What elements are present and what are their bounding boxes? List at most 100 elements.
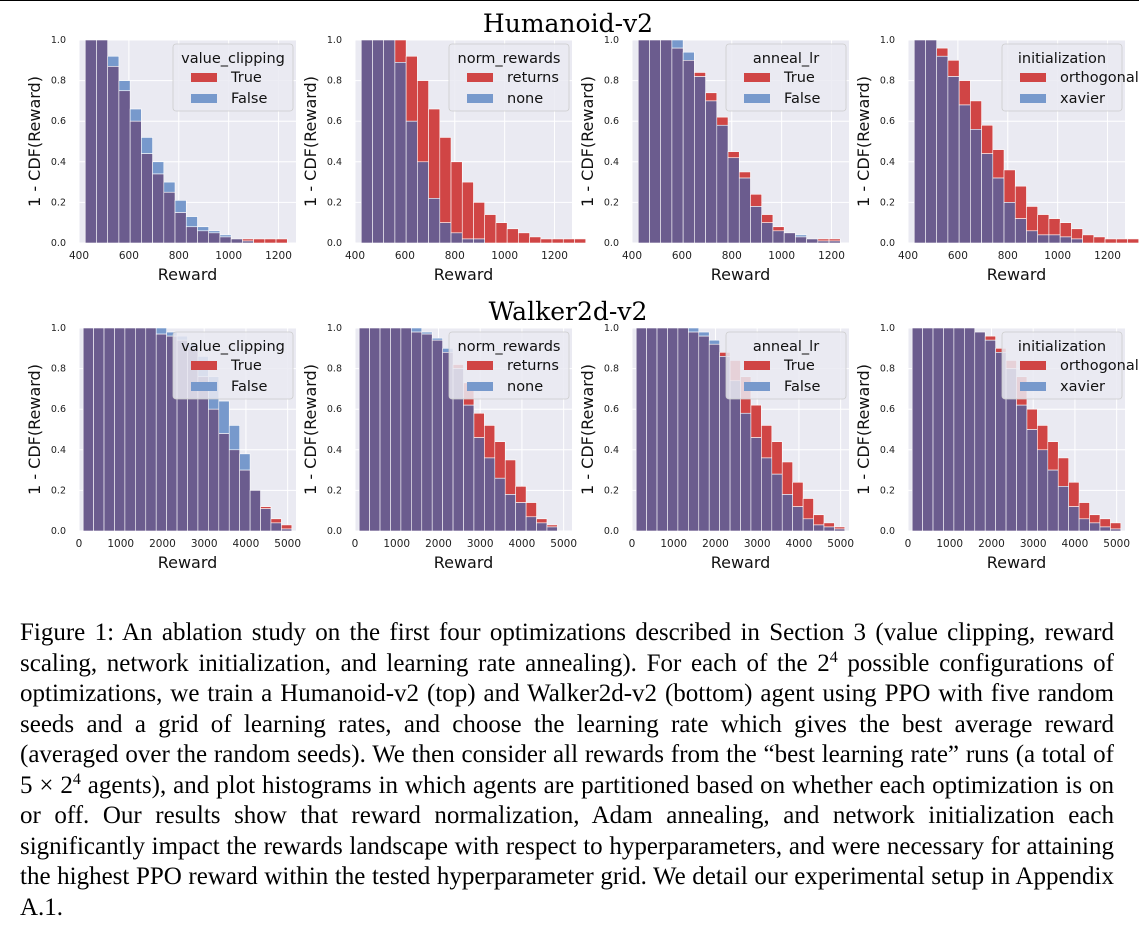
- bar-overlap: [738, 177, 751, 244]
- bar-False-only: [197, 226, 210, 232]
- legend-label-returns: returns: [507, 358, 559, 374]
- bar-orthogonal-only: [992, 149, 1005, 179]
- bar-orthogonal-only: [1037, 214, 1050, 236]
- bar-overlap: [135, 327, 147, 532]
- y-tick-label: 1.0: [604, 323, 619, 334]
- x-tick-label: 4000: [233, 538, 260, 550]
- x-tick-label: 600: [119, 250, 139, 262]
- bar-True-only: [260, 506, 272, 509]
- x-tick-label: 1000: [215, 250, 242, 262]
- subplot-grid: 400 600 800 1000 1200 0.0 0.2 0.4 0.6 0.8 1.0 Rewar…: [25, 35, 1139, 572]
- legend-label-none: none: [507, 379, 543, 395]
- bar-False-only: [239, 453, 251, 471]
- x-tick-label: 1200: [265, 250, 292, 262]
- bar-orthogonal-only: [1026, 206, 1039, 232]
- legend-title: anneal_lr: [753, 339, 819, 355]
- bar-overlap: [96, 39, 108, 244]
- bar-overlap: [163, 191, 176, 244]
- y-axis-label: 1 - CDF(Reward): [578, 76, 597, 207]
- bar-True-only: [242, 238, 254, 242]
- y-tick-label: 1.0: [51, 35, 66, 46]
- legend-swatch-none: [467, 94, 493, 103]
- bar-returns-only: [473, 412, 485, 438]
- bar-overlap: [698, 335, 710, 532]
- bar-overlap: [795, 236, 807, 244]
- bar-orthogonal-only: [1057, 457, 1069, 487]
- bar-overlap: [729, 380, 741, 532]
- bar-overlap: [1048, 234, 1061, 244]
- y-tick-label: 0.4: [604, 445, 619, 456]
- y-tick-label: 0.6: [51, 116, 66, 127]
- bar-returns-only: [494, 441, 506, 479]
- y-tick-label: 0.4: [51, 157, 66, 168]
- y-tick-label: 0.2: [604, 197, 619, 208]
- legend-label-xavier: xavier: [1060, 91, 1105, 107]
- bar-overlap: [417, 161, 429, 244]
- bar-overlap: [716, 124, 729, 244]
- bar-none-only: [411, 327, 423, 333]
- bar-orthogonal-only: [1068, 481, 1080, 507]
- bar-overlap: [230, 238, 243, 244]
- bar-False-only: [155, 327, 167, 335]
- x-tick-label: 1000: [936, 538, 963, 550]
- y-tick-label: 0.2: [51, 197, 66, 208]
- y-tick-label: 0.8: [604, 364, 619, 375]
- bar-overlap: [771, 473, 783, 532]
- subplot-3: 400 600 800 1000 1200 0.0 0.2 0.4 0.6 0.8 1.0 Rewar…: [578, 35, 849, 284]
- bar-orthogonal-only: [1014, 185, 1027, 219]
- y-tick-label: 0.0: [880, 238, 895, 249]
- legend-swatch-xavier: [1020, 94, 1046, 103]
- bar-overlap: [494, 477, 506, 532]
- bar-overlap: [727, 157, 740, 244]
- y-tick-label: 0.6: [604, 116, 619, 127]
- bar-orthogonal-only: [936, 47, 949, 57]
- y-tick-label: 0.8: [51, 76, 66, 87]
- subplot-5: 0 1000 2000 3000 4000 5000 0.0 0.2 0.4 0.6 0.8 1.0 R…: [25, 323, 301, 572]
- y-tick-label: 0.6: [327, 404, 342, 415]
- bar-overlap: [219, 236, 232, 244]
- x-tick-label: 5000: [550, 538, 577, 550]
- caption-sup1: 4: [829, 648, 838, 666]
- bar-overlap: [93, 327, 105, 532]
- x-tick-label: 3000: [1020, 538, 1047, 550]
- bar-returns-only: [484, 214, 497, 244]
- bar-overlap: [358, 327, 370, 532]
- bar-overlap: [439, 222, 452, 244]
- bar-returns-only: [515, 486, 527, 503]
- bar-overlap: [360, 39, 373, 244]
- bar-orthogonal-only: [1082, 234, 1095, 244]
- bar-overlap: [1089, 522, 1101, 532]
- x-tick-label: 400: [345, 250, 365, 262]
- bar-True-only: [761, 425, 773, 459]
- bar-returns-only: [461, 181, 474, 240]
- bar-overlap: [817, 240, 830, 244]
- x-tick-label: 4000: [509, 538, 536, 550]
- bar-True-only: [738, 171, 751, 179]
- bar-False-only: [708, 339, 720, 345]
- y-tick-label: 0.4: [880, 445, 895, 456]
- x-tick-label: 1000: [1044, 250, 1071, 262]
- y-tick-label: 0.8: [327, 364, 342, 375]
- bar-overlap: [103, 327, 115, 532]
- bar-True-only: [727, 151, 740, 159]
- bar-overlap: [431, 339, 443, 532]
- x-tick-label: 0: [76, 538, 83, 550]
- bar-overlap: [823, 526, 835, 532]
- bar-overlap: [932, 327, 944, 532]
- bar-overlap: [242, 240, 254, 244]
- legend-swatch-orthogonal: [1020, 361, 1046, 370]
- bar-overlap: [1026, 230, 1039, 244]
- bar-orthogonal-only: [1099, 518, 1111, 528]
- x-tick-label: 800: [445, 250, 465, 262]
- legend-swatch-False: [744, 382, 770, 391]
- y-tick-label: 0.0: [604, 526, 619, 537]
- subplot-7: 0 1000 2000 3000 4000 5000 0.0 0.2 0.4 0.6 0.8 1.0 R…: [578, 323, 854, 572]
- bar-overlap: [667, 327, 679, 532]
- y-tick-label: 0.6: [327, 116, 342, 127]
- bar-True-only: [716, 116, 729, 126]
- x-tick-label: 2000: [425, 538, 452, 550]
- x-tick-label: 400: [69, 250, 89, 262]
- bar-overlap: [970, 129, 982, 244]
- bar-none-only: [431, 337, 443, 341]
- bar-overlap: [1059, 236, 1072, 244]
